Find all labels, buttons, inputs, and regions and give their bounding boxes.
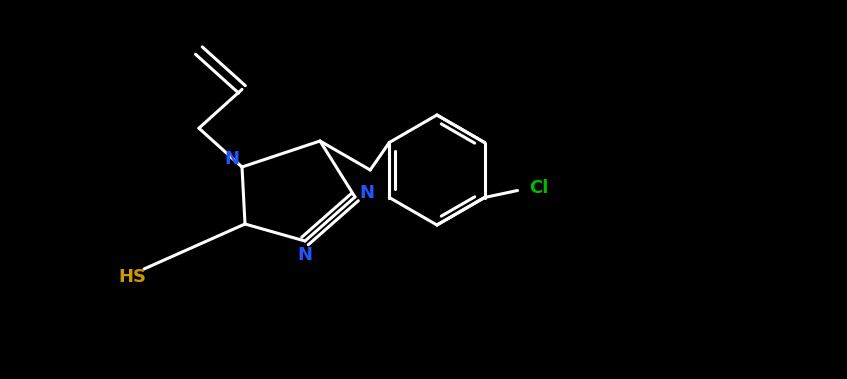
Text: N: N: [224, 150, 240, 168]
Text: Cl: Cl: [529, 179, 549, 196]
Text: N: N: [297, 246, 313, 264]
Text: HS: HS: [118, 268, 146, 286]
Text: N: N: [359, 184, 374, 202]
